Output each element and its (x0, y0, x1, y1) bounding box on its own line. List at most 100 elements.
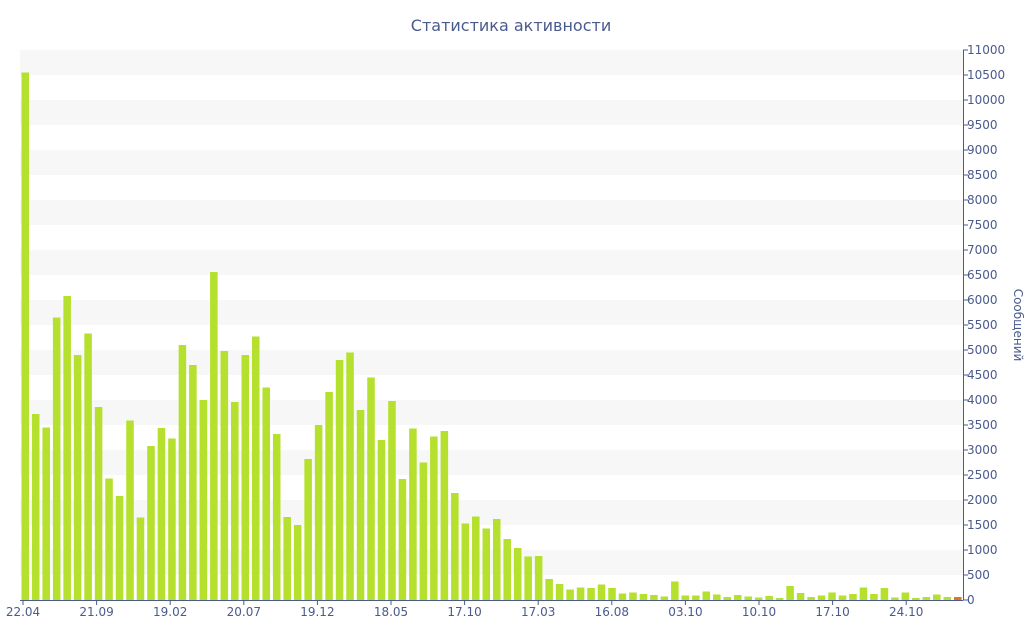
bar (692, 595, 700, 600)
bar (52, 317, 61, 600)
x-tick-label: 18.05 (374, 605, 408, 619)
y-tick-label: 1500 (967, 518, 998, 532)
x-tick-label: 17.03 (521, 605, 555, 619)
y-tick-label: 8500 (967, 168, 998, 182)
bar (262, 387, 270, 600)
bar (576, 587, 585, 600)
bar (566, 589, 574, 600)
y-tick-label: 10500 (967, 68, 1005, 82)
bar (870, 594, 878, 600)
bar (31, 414, 40, 600)
bar (817, 595, 826, 600)
y-axis-label: Сообщений (1011, 289, 1024, 362)
bar (933, 594, 941, 600)
bar (293, 525, 302, 600)
bar (775, 598, 784, 600)
bar (922, 597, 931, 600)
bar (744, 596, 752, 600)
bar (713, 594, 721, 600)
bar (126, 420, 134, 600)
bar (639, 594, 648, 600)
bar (157, 428, 166, 600)
x-tick-label: 24.10 (889, 605, 923, 619)
bar (84, 333, 92, 600)
bar (849, 594, 857, 600)
y-tick-label: 7000 (967, 243, 998, 257)
x-tick-label: 03.10 (668, 605, 702, 619)
y-tick-label: 0 (967, 593, 975, 607)
bar (377, 440, 386, 600)
y-tick-label: 4500 (967, 368, 998, 382)
bar (587, 588, 595, 600)
bar (492, 519, 501, 600)
bar (178, 345, 187, 600)
y-tick-label: 10000 (967, 93, 1005, 107)
bar (671, 581, 679, 600)
grid-band (20, 450, 963, 475)
bar (21, 72, 30, 600)
bar (220, 351, 229, 600)
bar (503, 539, 511, 600)
grid-band (20, 500, 963, 525)
bar (304, 459, 312, 600)
grid-bands (20, 50, 963, 575)
y-tick-label: 9500 (967, 118, 998, 132)
grid-band (20, 50, 963, 75)
grid-band (20, 100, 963, 125)
x-tick-label: 21.09 (79, 605, 113, 619)
bar (283, 517, 291, 600)
grid-band (20, 150, 963, 175)
y-tick-label: 7500 (967, 218, 998, 232)
x-tick-label: 20.07 (227, 605, 261, 619)
bar (943, 597, 952, 600)
bar (168, 438, 176, 600)
bar (901, 592, 910, 600)
grid-band (20, 550, 963, 575)
bar (953, 597, 962, 600)
bar (314, 425, 323, 600)
bar (440, 431, 449, 600)
bar (325, 392, 333, 600)
bar (754, 597, 763, 600)
bar (660, 596, 669, 600)
bar (912, 598, 920, 600)
x-tick-label: 16.08 (595, 605, 629, 619)
bar (733, 595, 742, 600)
bar (702, 591, 711, 600)
y-tick-label: 8000 (967, 193, 998, 207)
bar (136, 517, 145, 600)
y-tick-label: 11000 (967, 43, 1005, 57)
y-tick-label: 1000 (967, 543, 998, 557)
bar (786, 586, 794, 600)
y-tick-label: 3000 (967, 443, 998, 457)
bar (461, 523, 470, 600)
y-tick-label: 4000 (967, 393, 998, 407)
bar (388, 401, 396, 600)
bar (451, 493, 459, 600)
y-tick-label: 3500 (967, 418, 998, 432)
bar (241, 355, 250, 600)
bar (231, 402, 239, 600)
bar (608, 588, 616, 600)
bar (723, 597, 732, 600)
x-tick-label: 19.12 (300, 605, 334, 619)
x-tick-label: 10.10 (742, 605, 776, 619)
bar (513, 548, 522, 600)
bar (555, 584, 564, 600)
y-tick-label: 9000 (967, 143, 998, 157)
grid-band (20, 200, 963, 225)
bar (346, 352, 354, 600)
bar (367, 377, 375, 600)
bar (430, 436, 438, 600)
y-tick-label: 6000 (967, 293, 998, 307)
y-tick-label: 500 (967, 568, 990, 582)
bar (524, 556, 532, 600)
bar (618, 593, 627, 600)
chart-title: Статистика активности (411, 16, 611, 35)
bar-series (21, 72, 962, 600)
y-tick-label: 5000 (967, 343, 998, 357)
bar (147, 446, 155, 600)
bar (629, 592, 637, 600)
bar (251, 336, 260, 600)
